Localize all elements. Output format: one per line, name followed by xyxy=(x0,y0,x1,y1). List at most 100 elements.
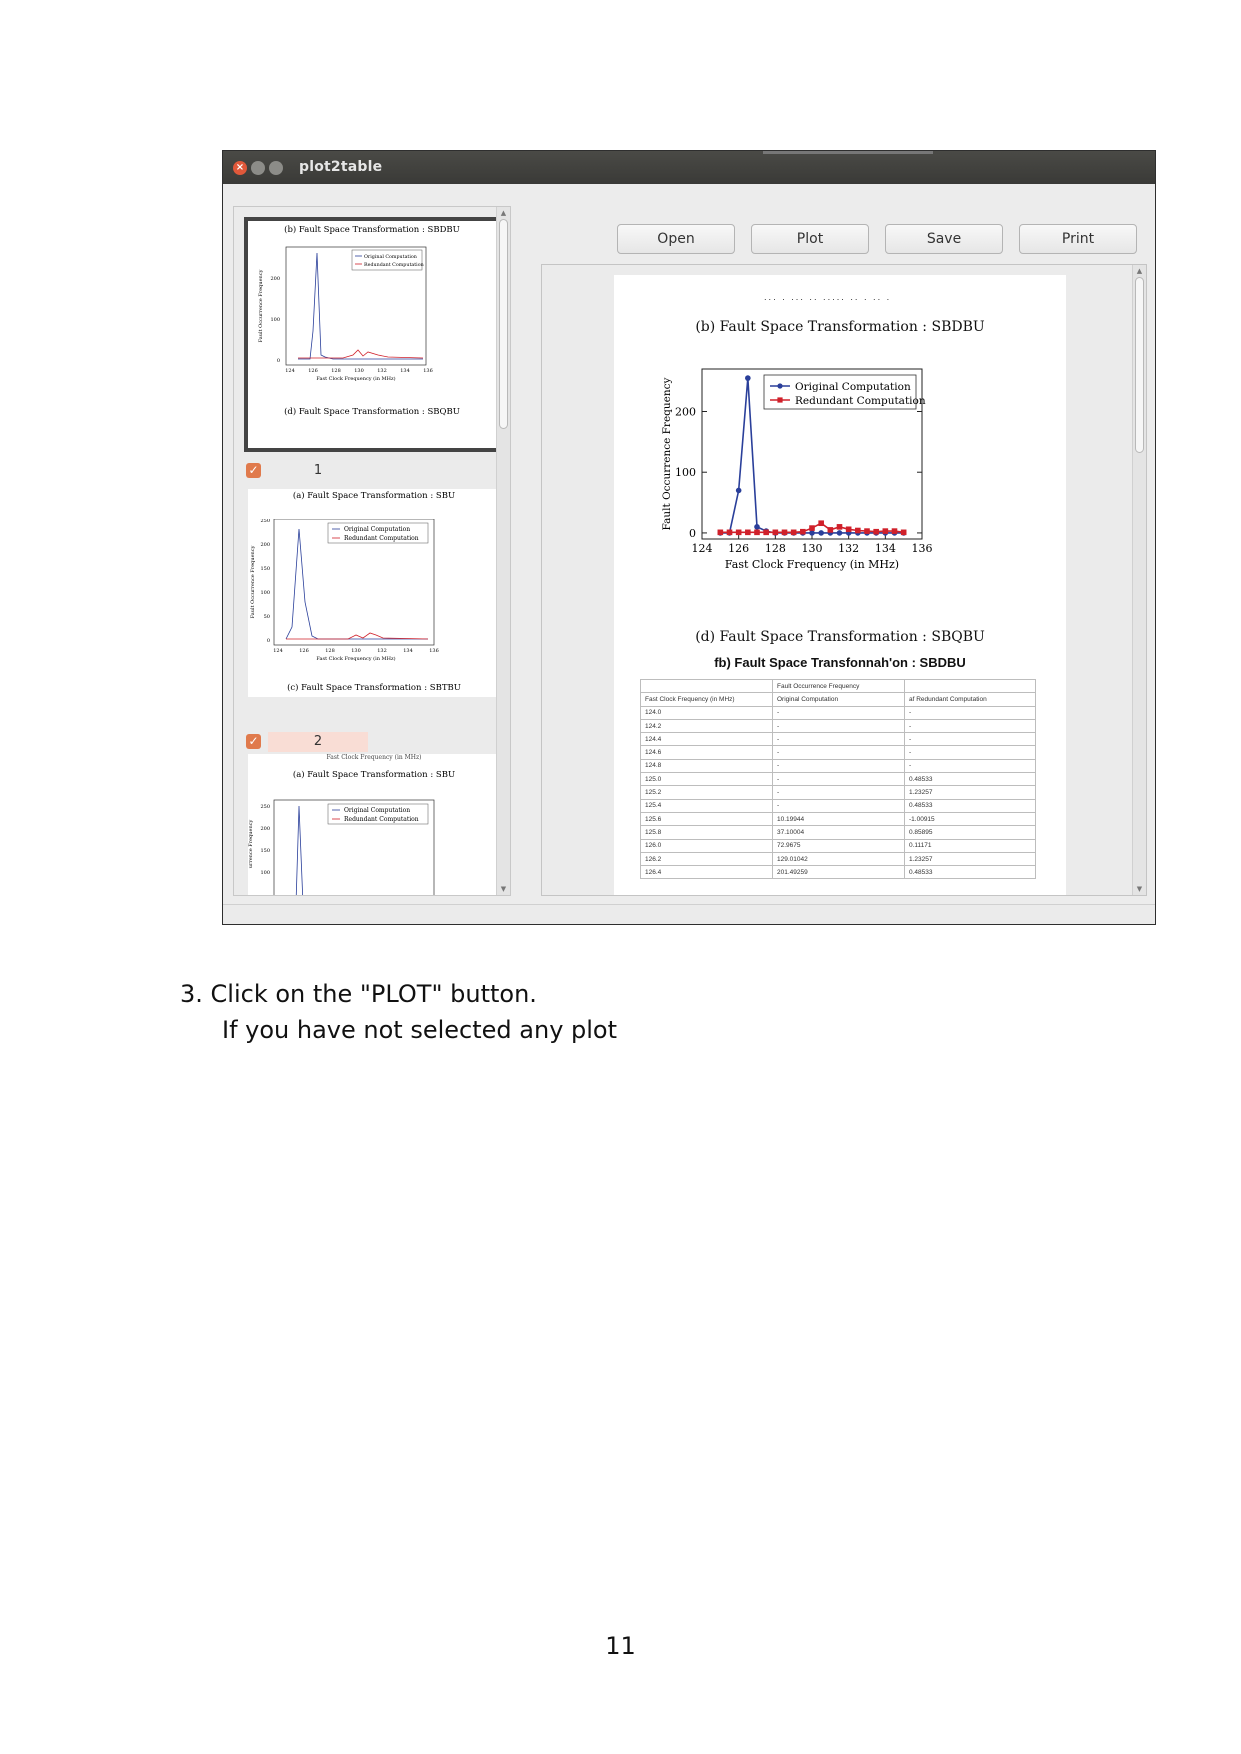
data-point-redundant xyxy=(772,529,779,536)
instruction-step: 3. Click on the "PLOT" button. If you ha… xyxy=(180,976,617,1048)
title-bar: × plot2table xyxy=(223,151,1155,184)
thumbnail-2[interactable]: (a) Fault Space Transformation : SBU Fau… xyxy=(248,489,500,697)
table-cell: 124.4 xyxy=(640,732,773,747)
status-bar xyxy=(223,904,1155,924)
table-header: Original Computation xyxy=(772,692,905,707)
plot-frame xyxy=(273,799,435,895)
thumbnail-3[interactable]: Fast Clock Frequency (in MHz) (a) Fault … xyxy=(248,754,500,895)
x-tick-label: 128 xyxy=(325,648,335,654)
maximize-window-button[interactable] xyxy=(269,161,283,175)
table-cell: - xyxy=(772,772,905,787)
preview-panel[interactable]: ... . ... .. ..... .. . .. . (b) Fault S… xyxy=(541,264,1147,896)
selection-number: 1 xyxy=(313,463,323,478)
table-cell: - xyxy=(904,732,1036,747)
data-point-redundant xyxy=(864,528,870,534)
y-axis-label: urrence Frequency xyxy=(248,820,254,869)
checkbox-checked-icon[interactable]: ✓ xyxy=(246,463,261,478)
thumbnail-chart: Fault Occurrence Frequency 0 100 200 124… xyxy=(258,246,433,382)
table-cell: 72.9675 xyxy=(772,838,905,853)
thumbnail-panel[interactable]: (b) Fault Space Transformation : SBDBU F… xyxy=(233,206,511,896)
open-button[interactable]: Open xyxy=(617,224,735,254)
page-number: 11 xyxy=(605,1632,636,1660)
table-cell: 1.23257 xyxy=(904,785,1036,800)
selection-row-1[interactable]: ✓ 1 xyxy=(244,461,500,481)
scroll-up-icon[interactable]: ▲ xyxy=(1136,267,1143,275)
data-point-original xyxy=(754,524,760,530)
table-cell: 126.0 xyxy=(640,838,773,853)
table-cell: - xyxy=(904,718,1036,734)
legend-original: Original Computation xyxy=(344,526,410,533)
data-point-redundant xyxy=(717,529,724,536)
table-row: 124.8- - xyxy=(640,758,1036,774)
y-tick-label: 200 xyxy=(675,406,696,419)
x-tick-label: 136 xyxy=(429,648,439,654)
table-row: 125.0-0.48533 xyxy=(640,772,1036,787)
table-cell: 124.2 xyxy=(640,718,773,734)
table-cell: 129.01042 xyxy=(772,851,905,867)
data-point-original xyxy=(818,530,824,536)
thumbnail-chart: urrence Frequency 100 150 200 250 Origin… xyxy=(248,799,435,895)
data-point-redundant xyxy=(781,529,788,536)
y-tick-label: 0 xyxy=(689,527,696,540)
data-point-redundant xyxy=(800,528,806,535)
data-point-original xyxy=(735,487,742,494)
y-tick-label: 150 xyxy=(260,848,270,854)
scrollbar-thumb[interactable] xyxy=(499,219,508,429)
y-tick-label: 200 xyxy=(260,826,270,832)
selection-row-2[interactable]: ✓ 2 xyxy=(244,732,500,752)
data-point-redundant xyxy=(882,528,889,534)
legend-label: Redundant Computation xyxy=(795,395,926,407)
legend-label: Original Computation xyxy=(795,381,911,393)
scroll-down-icon[interactable]: ▼ xyxy=(500,885,507,893)
thumbnail-scrollbar[interactable]: ▲ ▼ xyxy=(496,207,510,895)
x-axis-label: Fast Clock Frequency (in MHz) xyxy=(316,375,395,382)
legend-box xyxy=(763,374,917,410)
y-axis-label: Fault Occurrence Frequency xyxy=(661,377,673,530)
scroll-up-icon[interactable]: ▲ xyxy=(500,209,507,217)
table-cell: 125.6 xyxy=(640,811,773,827)
print-button[interactable]: Print xyxy=(1019,224,1137,254)
table-cell: 0.11171 xyxy=(904,838,1036,853)
close-window-button[interactable]: × xyxy=(233,161,247,175)
preview-scrollbar[interactable]: ▲ ▼ xyxy=(1132,265,1146,895)
data-point-redundant xyxy=(836,524,843,530)
table-cell: 0.48533 xyxy=(904,798,1036,813)
y-tick-label: 200 xyxy=(260,542,270,548)
thumbnail-1[interactable]: (b) Fault Space Transformation : SBDBU F… xyxy=(244,217,500,452)
series-redundant-line xyxy=(286,632,429,640)
save-button[interactable]: Save xyxy=(885,224,1003,254)
x-tick-label: 128 xyxy=(765,542,786,555)
plot-button[interactable]: Plot xyxy=(751,224,869,254)
table-cell: 0.85895 xyxy=(904,825,1036,840)
minimize-window-button[interactable] xyxy=(251,161,265,175)
table-cell: - xyxy=(904,705,1036,720)
table-row: 126.4 201.49259 0.48533 xyxy=(640,865,1036,880)
y-tick-label: 0 xyxy=(277,358,280,364)
y-tick-label: 250 xyxy=(260,519,270,524)
scroll-down-icon[interactable]: ▼ xyxy=(1136,885,1143,893)
x-tick-label: 130 xyxy=(354,368,364,374)
plot-frame xyxy=(285,246,427,366)
data-point-original xyxy=(745,375,751,381)
x-tick-label: 128 xyxy=(331,368,341,374)
y-tick-label: 200 xyxy=(270,276,280,282)
instruction-line-1: 3. Click on the "PLOT" button. xyxy=(180,980,537,1008)
thumbnail-caption-top: (a) Fault Space Transformation : SBU xyxy=(292,770,456,780)
table-row: 126.2 129.01042 1.23257 xyxy=(640,851,1036,867)
legend-redundant: Redundant Computation xyxy=(344,535,419,542)
checkbox-checked-icon[interactable]: ✓ xyxy=(246,734,261,749)
table-row: 125.2-1.23257 xyxy=(640,785,1036,800)
thumbnail-chart: Fault Occurrence Frequency 0 50 100 150 … xyxy=(250,519,439,662)
title-bar-artifact xyxy=(763,151,933,154)
legend-marker xyxy=(777,397,783,403)
frequency-table: Fault Occurrence Frequency Fast Clock Fr… xyxy=(640,678,1036,880)
y-tick-label: 150 xyxy=(260,566,270,572)
scrollbar-thumb[interactable] xyxy=(1135,277,1144,453)
thumbnail-caption-bottom: (d) Fault Space Transformation : SBQBU xyxy=(284,407,460,417)
table-header: Fast Clock Frequency (in MHz) xyxy=(640,692,773,707)
table-cell: 124.8 xyxy=(640,758,773,774)
y-axis-label: Fault Occurrence Frequency xyxy=(258,269,264,342)
data-point-redundant xyxy=(763,529,769,536)
table-header-row: Fast Clock Frequency (in MHz) Original C… xyxy=(640,692,1036,707)
preview-page: ... . ... .. ..... .. . .. . (b) Fault S… xyxy=(614,275,1066,895)
